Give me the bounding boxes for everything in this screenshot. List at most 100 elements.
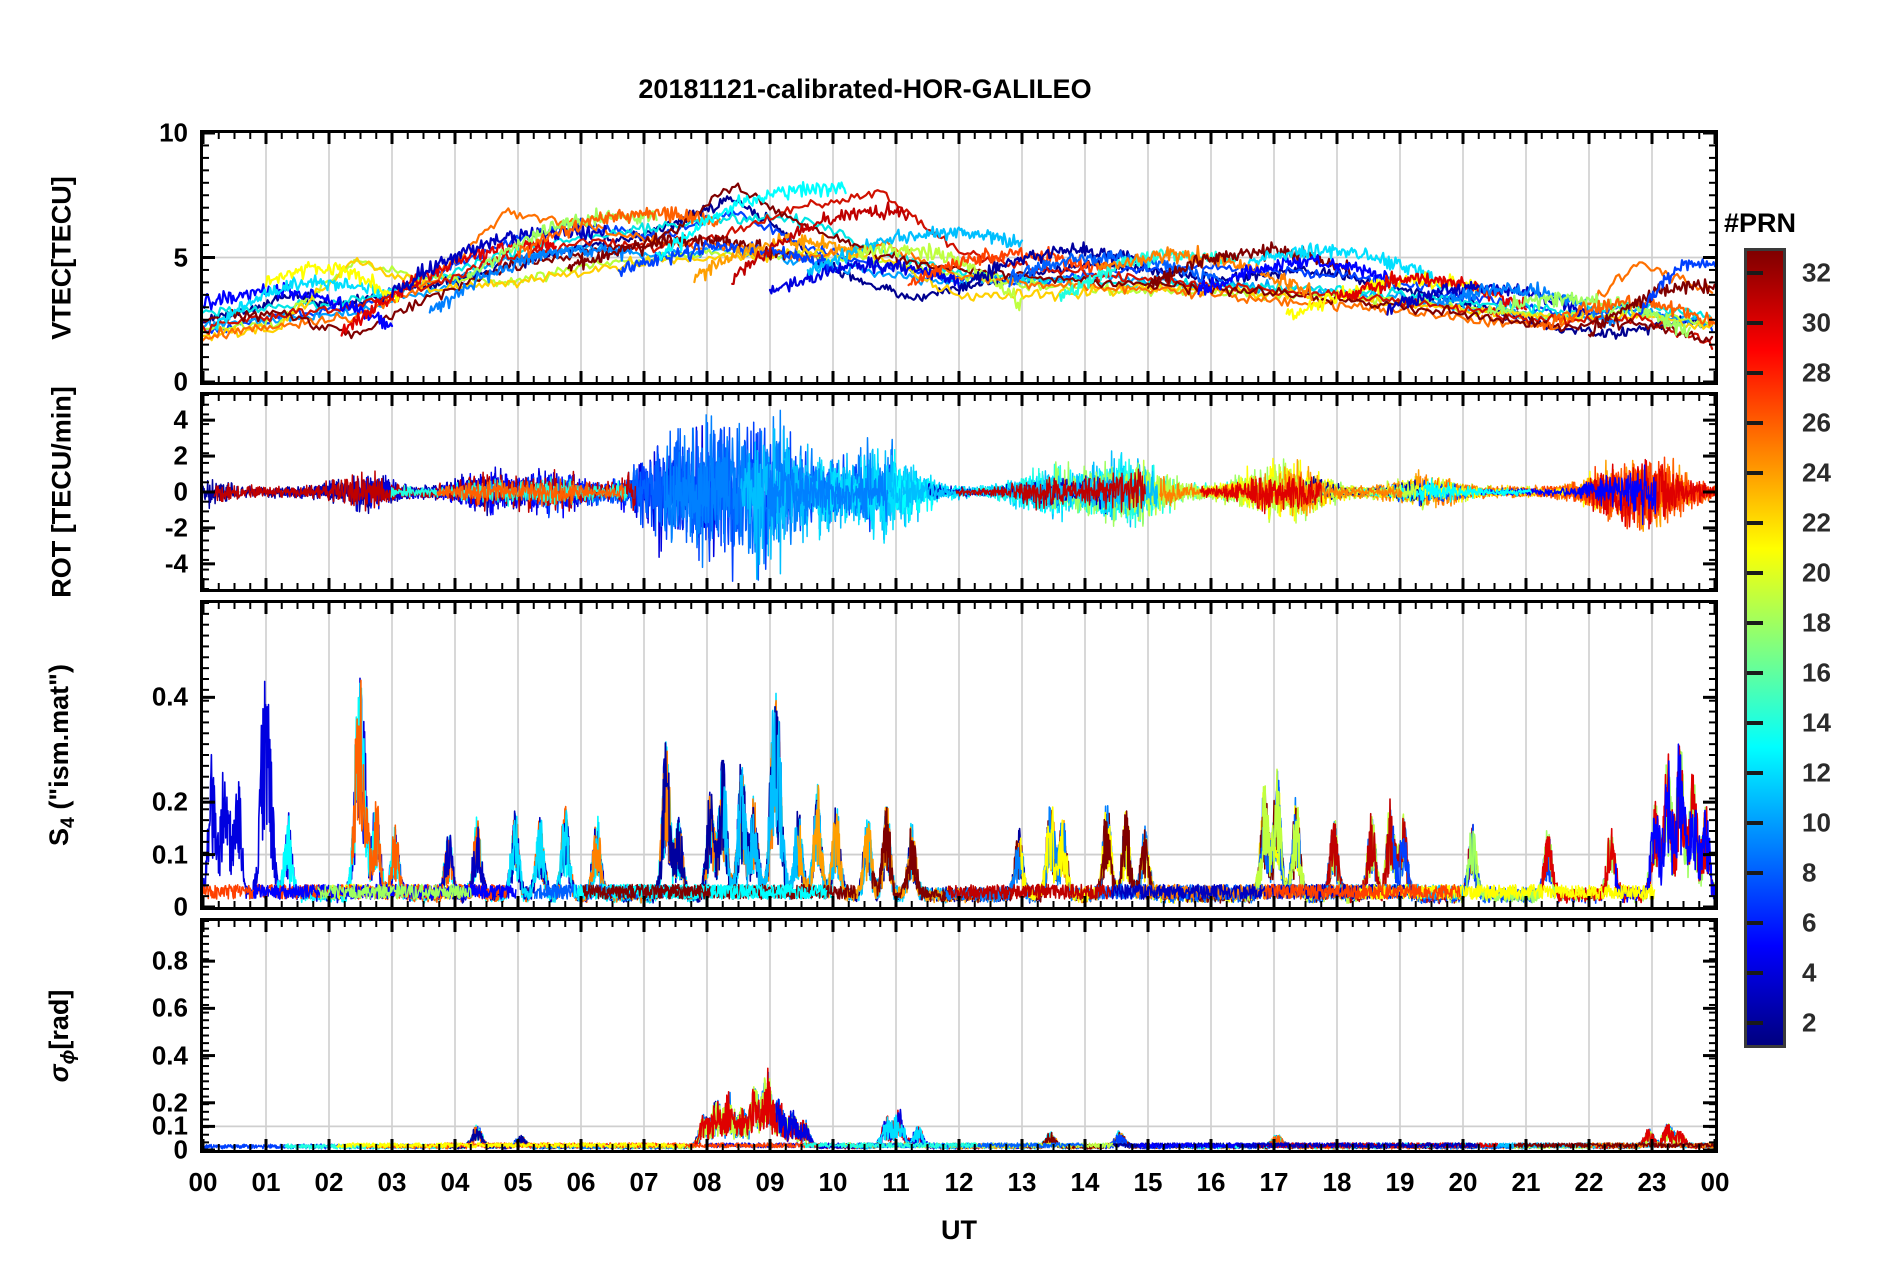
xtick-label: 20 (1448, 1167, 1478, 1197)
data-trace (955, 468, 1146, 513)
xtick-label: 09 (755, 1167, 785, 1197)
data-trace (317, 883, 472, 900)
ylabel-sigma-phi: σϕ[rad] (43, 989, 80, 1082)
data-trace (203, 281, 394, 330)
ytick-label-rot: -2 (164, 512, 188, 543)
data-trace (1199, 476, 1323, 515)
colorbar-tick-label: 18 (1802, 607, 1831, 638)
ytick-label-sigma_phi: 0.6 (151, 992, 188, 1023)
colorbar-tick-label: 4 (1802, 957, 1817, 988)
data-trace (1614, 743, 1715, 903)
xtick-label: 08 (692, 1167, 722, 1197)
ytick-label-s4: 0.1 (151, 839, 188, 870)
xtick-label: 04 (440, 1167, 470, 1197)
data-trace (1236, 1142, 1478, 1149)
colorbar-tick-label: 20 (1802, 557, 1831, 588)
data-trace (436, 478, 625, 507)
data-trace (1197, 254, 1389, 296)
colorbar-tick-label: 2 (1802, 1007, 1817, 1038)
data-trace (276, 682, 694, 904)
colorbar-tick-label: 8 (1802, 857, 1817, 888)
xtick-label: 17 (1259, 1167, 1289, 1197)
data-trace (1513, 1142, 1715, 1149)
data-trace (264, 261, 400, 303)
plot-area-s4 (203, 603, 1715, 907)
data-trace (390, 224, 608, 298)
xtick-label: 21 (1511, 1167, 1541, 1197)
xtick-label: 03 (377, 1167, 407, 1197)
plot-area-sigma_phi (203, 921, 1715, 1150)
colorbar-tick-label: 32 (1802, 257, 1831, 288)
ytick-label-s4: 0 (173, 891, 188, 922)
xtick-label: 16 (1196, 1167, 1226, 1197)
data-trace (766, 452, 889, 541)
colorbar-tickmark (1747, 871, 1763, 875)
colorbar-title: #PRN (1724, 208, 1797, 238)
panel-vtec (200, 130, 1718, 385)
data-trace (336, 1142, 686, 1149)
ytick-label-vtec: 10 (159, 117, 188, 148)
xtick-label: 10 (818, 1167, 848, 1197)
xtick-label: 02 (314, 1167, 344, 1197)
data-trace (582, 883, 711, 900)
xtick-label: 19 (1385, 1167, 1415, 1197)
colorbar-tick-label: 30 (1802, 307, 1831, 338)
colorbar-tick-label: 26 (1802, 407, 1831, 438)
figure-title: 20181121-calibrated-HOR-GALILEO (638, 74, 1092, 104)
data-trace (857, 242, 1024, 312)
plot-area-rot (203, 395, 1715, 589)
ytick-label-rot: 2 (173, 440, 188, 471)
data-trace (1585, 458, 1715, 530)
data-trace (203, 212, 1714, 321)
data-trace (1168, 770, 1548, 904)
colorbar-tickmark (1747, 471, 1763, 475)
colorbar-tick-label: 10 (1802, 807, 1831, 838)
colorbar-gradient[interactable] (1744, 248, 1786, 1048)
data-trace (516, 206, 721, 259)
data-trace (806, 225, 1024, 276)
colorbar-tick-label: 28 (1802, 357, 1831, 388)
colorbar-tickmark (1747, 521, 1763, 525)
xtick-label: 00 (188, 1167, 218, 1197)
data-trace (447, 1100, 720, 1150)
ytick-label-s4: 0.4 (151, 681, 188, 712)
data-trace (213, 469, 637, 513)
data-trace (731, 201, 910, 285)
xtick-label: 05 (503, 1167, 533, 1197)
data-trace (214, 274, 381, 331)
colorbar-tickmark (1747, 321, 1763, 325)
xtick-label: 07 (629, 1167, 659, 1197)
data-trace (947, 883, 1115, 900)
data-trace (1360, 477, 1532, 504)
xtick-label: 18 (1322, 1167, 1352, 1197)
colorbar-tickmark (1747, 271, 1763, 275)
xtick-label: 12 (944, 1167, 974, 1197)
xtick-label: 06 (566, 1167, 596, 1197)
data-trace (1264, 883, 1461, 900)
xtick-label: 15 (1133, 1167, 1163, 1197)
data-trace (617, 239, 835, 278)
data-trace (957, 241, 1150, 295)
xtick-label: 14 (1070, 1167, 1100, 1197)
ytick-label-rot: -4 (164, 548, 188, 579)
xtick-label: 23 (1637, 1167, 1667, 1197)
data-trace (1638, 258, 1715, 315)
colorbar-tickmark (1747, 671, 1763, 675)
panel-rot (200, 392, 1718, 592)
colorbar-tickmark (1747, 771, 1763, 775)
colorbar-tick-label: 16 (1802, 657, 1831, 688)
colorbar-tickmark (1747, 721, 1763, 725)
data-trace (203, 189, 1714, 350)
data-trace (203, 247, 1714, 342)
ytick-label-s4: 0.2 (151, 786, 188, 817)
data-trace (655, 181, 847, 262)
ytick-label-vtec: 5 (173, 242, 188, 272)
ytick-label-sigma_phi: 0.8 (151, 945, 188, 976)
ytick-label-sigma_phi: 0.4 (151, 1040, 188, 1071)
data-trace (1540, 745, 1715, 904)
xtick-label: 11 (882, 1167, 910, 1197)
colorbar-tick-label: 12 (1802, 757, 1831, 788)
data-trace (907, 246, 1112, 287)
xtick-label: 13 (1007, 1167, 1037, 1197)
